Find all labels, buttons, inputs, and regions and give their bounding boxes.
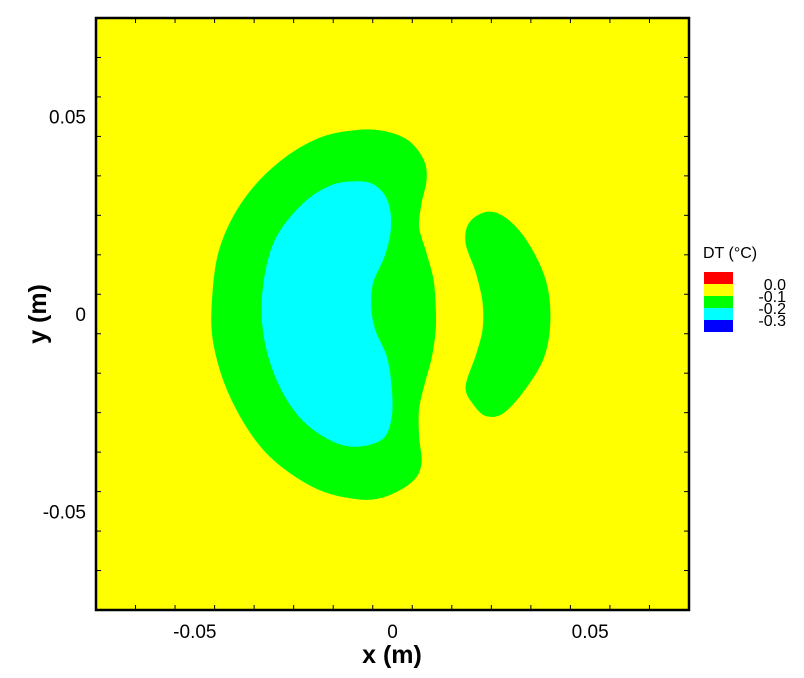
legend-swatch [704,320,733,332]
legend-swatch [704,272,733,284]
legend-swatch [704,308,733,320]
x-axis-title: x (m) [362,641,422,669]
legend-label: 0.0 [764,277,786,294]
legend-title: DT (°C) [703,245,757,262]
legend-swatch [704,284,733,296]
legend-label: -0.1 [758,289,786,306]
y-tick-label: -0.05 [43,502,86,523]
y-axis-title: y (m) [24,284,52,344]
contour-regions [211,129,551,500]
legend-label: -0.3 [758,313,786,330]
plot-frame [94,16,691,612]
x-tick-label: 0 [387,622,398,643]
x-tick-label: 0.05 [572,622,609,643]
legend: DT (°C) 0.0-0.1-0.2-0.3 [703,245,786,332]
legend-label: -0.2 [758,301,786,318]
axis-ticks [95,17,690,611]
legend-swatches: 0.0-0.1-0.2-0.3 [704,272,786,332]
legend-swatch [704,296,733,308]
contour-region-left-inner-cyan [261,181,393,447]
y-tick-label: 0.05 [49,108,86,129]
y-tick-label: 0 [75,305,86,326]
contour-region-right-crescent-green [465,211,551,418]
x-tick-label: -0.05 [173,622,216,643]
